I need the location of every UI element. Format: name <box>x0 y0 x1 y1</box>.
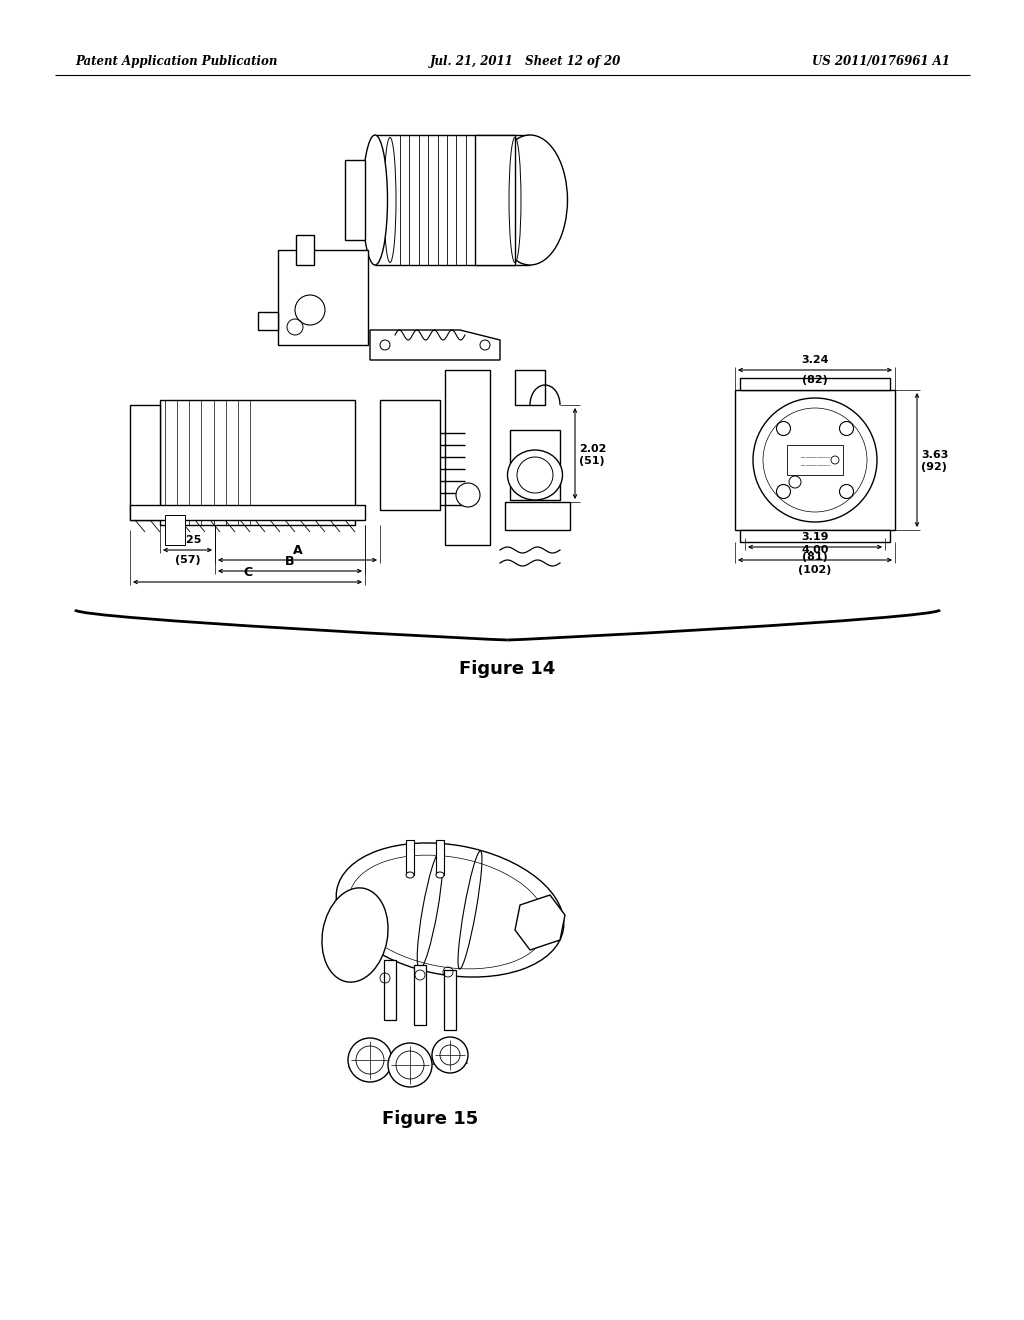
Circle shape <box>456 483 480 507</box>
Text: Figure 15: Figure 15 <box>382 1110 478 1129</box>
Circle shape <box>753 399 877 521</box>
Bar <box>510 430 560 500</box>
Circle shape <box>388 1043 432 1086</box>
Text: ___________: ___________ <box>800 461 830 466</box>
Ellipse shape <box>322 888 388 982</box>
Bar <box>505 502 570 531</box>
Bar <box>444 970 456 1030</box>
Polygon shape <box>515 895 565 950</box>
Circle shape <box>432 1038 468 1073</box>
Bar <box>130 405 160 520</box>
Ellipse shape <box>436 873 444 878</box>
Text: 3.24: 3.24 <box>801 355 828 366</box>
Text: 3.19: 3.19 <box>801 532 828 543</box>
Circle shape <box>348 1038 392 1082</box>
Text: (82): (82) <box>802 375 827 385</box>
Bar <box>787 445 843 475</box>
Ellipse shape <box>493 135 567 265</box>
Ellipse shape <box>362 135 387 265</box>
Ellipse shape <box>406 873 414 878</box>
Bar <box>160 400 355 525</box>
Text: (81): (81) <box>802 552 827 562</box>
Bar <box>445 370 490 545</box>
Polygon shape <box>370 330 500 360</box>
Bar <box>740 531 890 543</box>
Bar <box>165 515 185 545</box>
Text: 2.02: 2.02 <box>579 444 606 454</box>
Text: (92): (92) <box>921 462 947 473</box>
Bar <box>436 840 444 875</box>
Bar <box>130 506 365 520</box>
Text: Patent Application Publication: Patent Application Publication <box>75 55 278 69</box>
Bar <box>406 840 414 875</box>
Circle shape <box>776 421 791 436</box>
Text: (57): (57) <box>175 554 201 565</box>
Text: 4.00: 4.00 <box>802 545 828 554</box>
Text: Jul. 21, 2011   Sheet 12 of 20: Jul. 21, 2011 Sheet 12 of 20 <box>430 55 622 69</box>
Bar <box>475 135 515 265</box>
Bar <box>515 370 545 405</box>
Circle shape <box>776 484 791 499</box>
Ellipse shape <box>336 843 564 977</box>
Text: A: A <box>293 544 302 557</box>
Bar <box>278 249 368 345</box>
Text: ___________: ___________ <box>800 453 830 458</box>
Text: (102): (102) <box>799 565 831 576</box>
Text: (51): (51) <box>579 455 604 466</box>
Bar <box>258 312 278 330</box>
Text: 3.63: 3.63 <box>921 450 948 459</box>
Text: Figure 14: Figure 14 <box>460 660 556 678</box>
Text: B: B <box>286 554 295 568</box>
Ellipse shape <box>508 450 562 500</box>
Bar <box>345 160 365 240</box>
Bar <box>384 960 396 1020</box>
Circle shape <box>840 421 853 436</box>
Text: US 2011/0176961 A1: US 2011/0176961 A1 <box>812 55 950 69</box>
Bar <box>296 235 314 265</box>
Bar <box>414 965 426 1026</box>
Ellipse shape <box>349 855 547 969</box>
Bar <box>735 389 895 531</box>
Circle shape <box>840 484 853 499</box>
Bar <box>740 378 890 389</box>
Text: 2.25: 2.25 <box>174 535 201 545</box>
Bar <box>380 400 440 510</box>
Text: C: C <box>243 566 252 579</box>
